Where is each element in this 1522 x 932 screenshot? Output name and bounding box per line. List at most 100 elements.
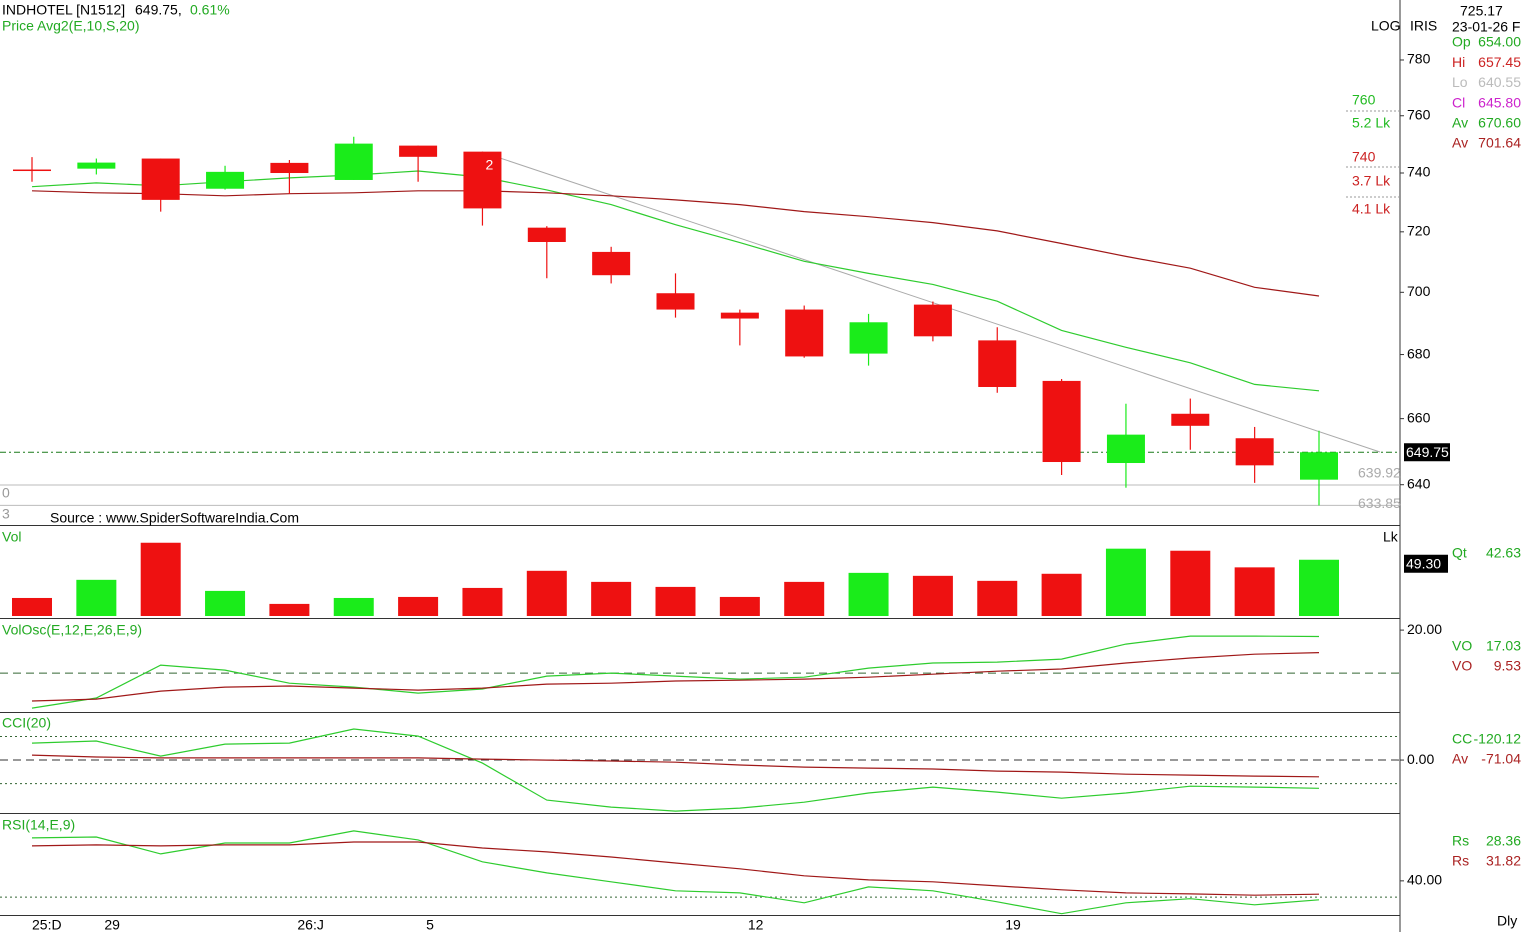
candle-body bbox=[141, 158, 180, 200]
info-name: Lo bbox=[1452, 74, 1468, 90]
info-name: Op bbox=[1452, 34, 1471, 50]
crosshair-date: 23-01-26 F bbox=[1452, 19, 1520, 35]
change: 0.61% bbox=[190, 2, 230, 18]
readout-name: Av bbox=[1452, 751, 1468, 767]
candle-body bbox=[399, 145, 438, 157]
side-note: 740 bbox=[1352, 149, 1376, 165]
indicator-line bbox=[31, 190, 1320, 297]
readout-name: CC bbox=[1452, 731, 1472, 747]
readout-name: Rs bbox=[1452, 853, 1469, 869]
plot-area bbox=[0, 136, 1400, 915]
candle-body bbox=[978, 340, 1017, 387]
info-value: 645.80 bbox=[1478, 94, 1521, 110]
volume-bar bbox=[912, 575, 953, 616]
panel-title: RSI(14,E,9) bbox=[2, 817, 75, 833]
annotation: 2 bbox=[485, 156, 493, 172]
y-tick-label: 720 bbox=[1407, 223, 1431, 239]
info-name: Cl bbox=[1452, 94, 1465, 110]
candle-body bbox=[592, 251, 631, 276]
indicator-line bbox=[31, 728, 1320, 812]
volume-bar bbox=[140, 542, 181, 616]
volume-bar bbox=[1041, 573, 1082, 616]
volume-bar bbox=[12, 597, 52, 616]
volume-bar bbox=[655, 586, 696, 616]
side-note: 4.1 Lk bbox=[1352, 201, 1391, 217]
volume-bar bbox=[462, 587, 503, 616]
readout-value: -71.04 bbox=[1481, 751, 1521, 767]
crosshair-value: 725.17 bbox=[1460, 3, 1503, 19]
mode: IRIS bbox=[1410, 18, 1437, 34]
readout-name: VO bbox=[1452, 658, 1472, 674]
last-price: 649.75, bbox=[135, 2, 182, 18]
x-tick-label: 12 bbox=[748, 917, 764, 932]
level-label: 639.92 bbox=[1358, 465, 1401, 481]
volume-bar bbox=[848, 572, 889, 616]
info-name: Av bbox=[1452, 135, 1468, 151]
side-note: 3.7 Lk bbox=[1352, 173, 1391, 189]
subtitle: Price Avg2(E,10,S,20) bbox=[2, 18, 139, 34]
value-tag bbox=[1404, 554, 1448, 573]
candle-body bbox=[463, 151, 502, 209]
symbol: INDHOTEL [N1512] bbox=[2, 2, 125, 18]
price-tag bbox=[1404, 443, 1450, 462]
candle-body bbox=[270, 162, 309, 174]
candle-body bbox=[527, 227, 566, 242]
indicator-line bbox=[31, 652, 1320, 702]
info-value: 654.00 bbox=[1478, 34, 1521, 50]
y-tick-label: 660 bbox=[1407, 409, 1431, 425]
unit-label: Lk bbox=[1383, 529, 1399, 545]
candle-body bbox=[1106, 434, 1145, 464]
readout-value: 9.53 bbox=[1494, 658, 1521, 674]
readout-name: Qt bbox=[1452, 545, 1467, 561]
candle-body bbox=[720, 312, 759, 319]
y-tick-label: 680 bbox=[1407, 345, 1431, 361]
candle-body bbox=[206, 171, 245, 189]
indicator-line bbox=[31, 841, 1320, 896]
volume-bar bbox=[269, 603, 310, 616]
y-tick-label: 760 bbox=[1407, 106, 1431, 122]
volume-bar bbox=[784, 581, 825, 616]
candle-body bbox=[1300, 452, 1338, 480]
info-name: Hi bbox=[1452, 54, 1465, 70]
left-label: 0 bbox=[2, 485, 10, 501]
candle-body bbox=[785, 309, 824, 357]
indicator-line bbox=[31, 830, 1320, 915]
y-tick-label: 20.00 bbox=[1407, 621, 1442, 637]
volume-bar bbox=[398, 596, 439, 616]
scale-mode: LOG bbox=[1371, 18, 1401, 34]
indicator-line bbox=[31, 170, 1320, 392]
indicator-line bbox=[31, 754, 1320, 778]
info-value: 640.55 bbox=[1478, 74, 1521, 90]
readout-value: -120.12 bbox=[1474, 731, 1522, 747]
readout-value: 42.63 bbox=[1486, 545, 1521, 561]
readout-value: 31.82 bbox=[1486, 853, 1521, 869]
y-tick-label: 780 bbox=[1407, 51, 1431, 67]
readout-name: VO bbox=[1452, 638, 1472, 654]
panel-title: CCI(20) bbox=[2, 715, 51, 731]
info-value: 701.64 bbox=[1478, 135, 1521, 151]
period: Dly bbox=[1497, 913, 1517, 929]
candle-body bbox=[1171, 413, 1210, 426]
readout-value: 17.03 bbox=[1486, 638, 1521, 654]
info-value: 670.60 bbox=[1478, 115, 1521, 131]
trend-line bbox=[481, 151, 1381, 453]
volume-bar bbox=[719, 596, 760, 616]
price-tag-label: 649.75 bbox=[1406, 444, 1449, 460]
info-value: 657.45 bbox=[1478, 54, 1521, 70]
candle-body bbox=[13, 169, 51, 172]
volume-bar bbox=[526, 570, 567, 616]
volume-bar bbox=[591, 581, 632, 616]
volume-bar bbox=[1299, 559, 1339, 616]
value-tag-label: 49.30 bbox=[1406, 555, 1441, 571]
x-tick-label: 26:J bbox=[297, 917, 323, 932]
volume-bar bbox=[1105, 548, 1146, 616]
panel-title: Vol bbox=[2, 529, 21, 545]
candle-body bbox=[77, 162, 116, 169]
volume-bar bbox=[1234, 567, 1275, 616]
x-tick-label: 5 bbox=[426, 917, 434, 932]
level-label: 633.85 bbox=[1358, 495, 1401, 511]
y-tick-label: 40.00 bbox=[1407, 872, 1442, 888]
readout-value: 28.36 bbox=[1486, 833, 1521, 849]
